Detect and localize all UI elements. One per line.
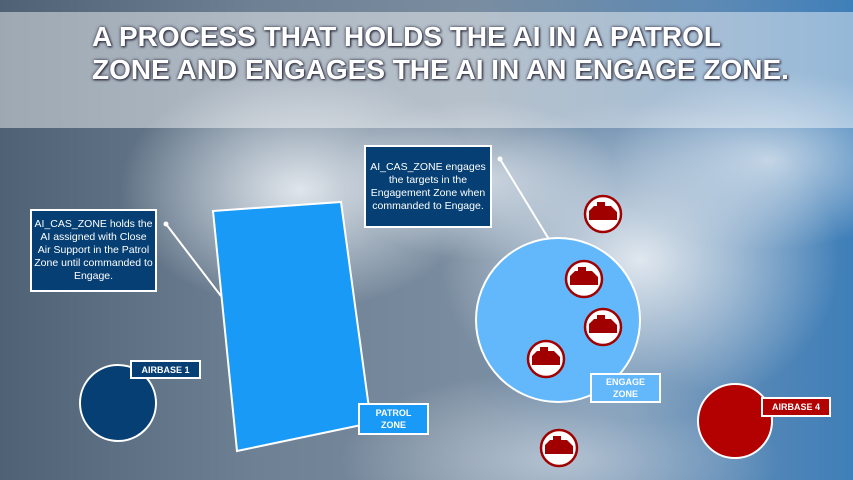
- target-marker: [539, 428, 579, 468]
- tank-icon: [532, 347, 560, 365]
- engage-connector: [499, 158, 551, 242]
- airbase-4-circle: [697, 383, 773, 459]
- airbase-4-label: AIRBASE 4: [761, 397, 831, 417]
- airbase-1-circle: [79, 364, 157, 442]
- tank-icon: [589, 202, 617, 220]
- tank-icon: [545, 436, 573, 454]
- target-marker: [583, 307, 623, 347]
- target-marker: [564, 259, 604, 299]
- title-band: [0, 12, 853, 128]
- connector-dot: [163, 221, 169, 227]
- target-marker: [583, 194, 623, 234]
- slide-title: A PROCESS THAT HOLDS THE AI IN A PATROL …: [92, 21, 789, 85]
- patrol-connector: [165, 223, 222, 297]
- patrol-callout: AI_CAS_ZONE holds the AI assigned with C…: [30, 209, 157, 292]
- connector-dot: [497, 156, 503, 162]
- target-marker: [526, 339, 566, 379]
- engage-callout: AI_CAS_ZONE engages the targets in the E…: [364, 145, 492, 228]
- tank-icon: [589, 315, 617, 333]
- patrol-zone-label: PATROL ZONE: [358, 403, 429, 435]
- tank-icon: [570, 267, 598, 285]
- patrol-zone-shape: [211, 200, 373, 453]
- airbase-1-label: AIRBASE 1: [130, 360, 201, 379]
- engage-zone-label: ENGAGE ZONE: [590, 373, 661, 403]
